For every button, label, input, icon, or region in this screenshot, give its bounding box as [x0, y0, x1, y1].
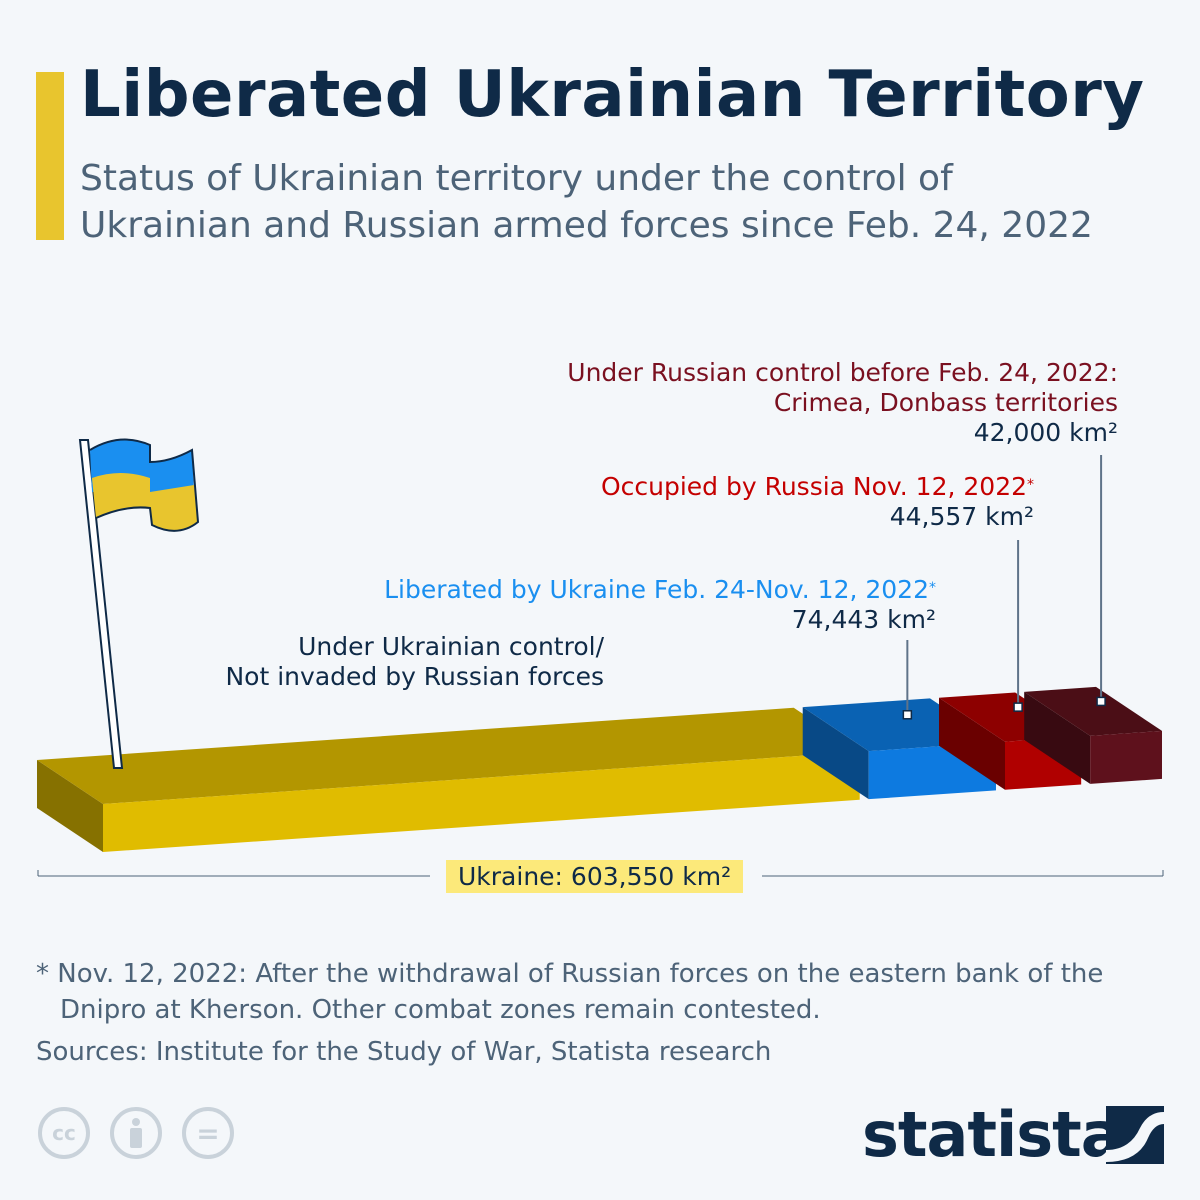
label-line: Under Russian control before Feb. 24, 20…	[567, 358, 1118, 387]
bar-side-0	[37, 760, 103, 852]
total-label: Ukraine: 603,550 km²	[446, 860, 744, 893]
bar-side-1	[802, 707, 869, 800]
leader-marker-1	[902, 710, 913, 720]
leader-marker-3	[1096, 696, 1106, 707]
label-line: Under Ukrainian control/	[298, 632, 604, 661]
footnote-line-1: * Nov. 12, 2022: After the withdrawal of…	[36, 959, 1104, 989]
value-label: 44,557 km²	[889, 502, 1034, 531]
title-accent-bar	[36, 72, 64, 240]
label-liberated: Liberated by Ukraine Feb. 24-Nov. 12, 20…	[384, 575, 936, 634]
subtitle: Status of Ukrainian territory under the …	[80, 155, 1093, 249]
no-derivatives-icon[interactable]: =	[182, 1107, 234, 1159]
label-occupied: Occupied by Russia Nov. 12, 2022* 44,557…	[600, 472, 1034, 531]
value-label: 42,000 km²	[973, 418, 1118, 447]
bar-front-0	[103, 751, 860, 852]
bar-front-3	[1090, 730, 1162, 784]
attribution-icon[interactable]	[110, 1107, 162, 1159]
label-ukrainian-control: Under Ukrainian control/ Not invaded by …	[225, 632, 604, 692]
bar-side-3	[1024, 691, 1091, 784]
nd-text: =	[196, 1116, 220, 1150]
label-russian-control: Under Russian control before Feb. 24, 20…	[567, 358, 1118, 448]
value-label: 74,443 km²	[791, 605, 936, 634]
cc-icon[interactable]: cc	[38, 1107, 90, 1159]
subtitle-line-2: Ukrainian and Russian armed forces since…	[80, 205, 1093, 246]
bar-top-0	[37, 707, 860, 804]
bar-top-3	[1024, 686, 1162, 736]
label-line: Liberated by Ukraine Feb. 24-Nov. 12, 20…	[384, 575, 929, 604]
footnote: * Nov. 12, 2022: After the withdrawal of…	[36, 956, 1103, 1028]
ukraine-flag-icon	[78, 438, 200, 769]
bar-side-2	[938, 697, 1005, 790]
sources: Sources: Institute for the Study of War,…	[36, 1037, 772, 1067]
statista-logo[interactable]: statista	[862, 1098, 1123, 1171]
label-line: Not invaded by Russian forces	[225, 662, 604, 691]
label-line: Crimea, Donbass territories	[773, 388, 1118, 417]
subtitle-line-1: Status of Ukrainian territory under the …	[80, 158, 953, 199]
label-line: Occupied by Russia Nov. 12, 2022	[600, 472, 1027, 501]
cc-text: cc	[52, 1121, 76, 1145]
footnote-line-2: Dnipro at Kherson. Other combat zones re…	[60, 995, 821, 1025]
leader-marker-2	[1013, 702, 1023, 712]
person-glyph	[130, 1118, 142, 1148]
page-title: Liberated Ukrainian Territory	[80, 58, 1145, 132]
logo-text: statista	[862, 1098, 1123, 1171]
